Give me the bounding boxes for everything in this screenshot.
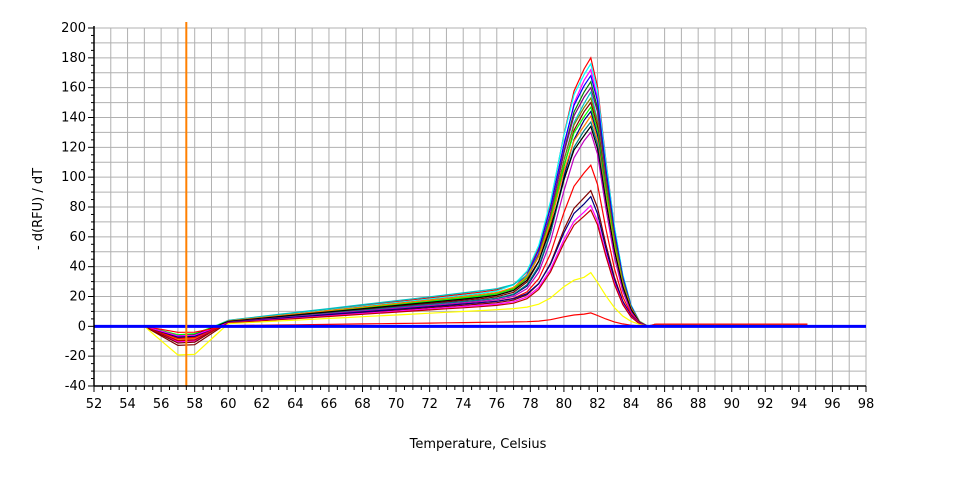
x-tick-label: 70: [388, 397, 405, 412]
chart-overlays: [94, 22, 866, 386]
x-tick-label: 60: [220, 397, 237, 412]
x-tick-label: 90: [723, 397, 740, 412]
x-tick-label: 84: [623, 397, 640, 412]
x-axis-title: Temperature, Celsius: [409, 437, 547, 452]
x-tick-label: 56: [153, 397, 170, 412]
x-tick-label: 96: [824, 397, 841, 412]
x-tick-label: 58: [186, 397, 203, 412]
y-axis-title: - d(RFU) / dT: [31, 168, 46, 250]
y-tick-label: 60: [69, 230, 86, 245]
x-tick-label: 78: [522, 397, 539, 412]
y-tick-label: 20: [69, 290, 86, 305]
x-tick-label: 72: [421, 397, 438, 412]
x-tick-label: 86: [656, 397, 673, 412]
y-tick-label: 120: [61, 140, 86, 155]
x-tick-label: 54: [119, 397, 136, 412]
x-tick-label: 66: [321, 397, 338, 412]
x-tick-label: 68: [354, 397, 371, 412]
x-tick-label: 92: [757, 397, 774, 412]
chart-axes: 52 54 56 58 60 62 64 66 68 70 72 74 76 78 80 82 84 86 88 90…: [61, 21, 874, 412]
y-tick-label: 0: [78, 319, 86, 334]
y-tick-label: 40: [69, 260, 86, 275]
x-tick-label: 94: [791, 397, 808, 412]
y-tick-label: -40: [65, 379, 86, 394]
x-tick-label: 98: [858, 397, 875, 412]
y-tick-label: 140: [61, 111, 86, 126]
x-tick-label: 62: [254, 397, 271, 412]
x-tick-label: 74: [455, 397, 472, 412]
x-tick-label: 82: [589, 397, 606, 412]
x-tick-label: 76: [489, 397, 506, 412]
y-tick-label: 180: [61, 51, 86, 66]
x-tick-label: 64: [287, 397, 304, 412]
x-tick-label: 88: [690, 397, 707, 412]
y-tick-label: 160: [61, 81, 86, 96]
y-tick-label: 100: [61, 170, 86, 185]
y-tick-label: 80: [69, 200, 86, 215]
y-tick-label: -20: [65, 349, 86, 364]
x-tick-label: 80: [556, 397, 573, 412]
x-tick-label: 52: [86, 397, 103, 412]
y-tick-label: 200: [61, 21, 86, 36]
